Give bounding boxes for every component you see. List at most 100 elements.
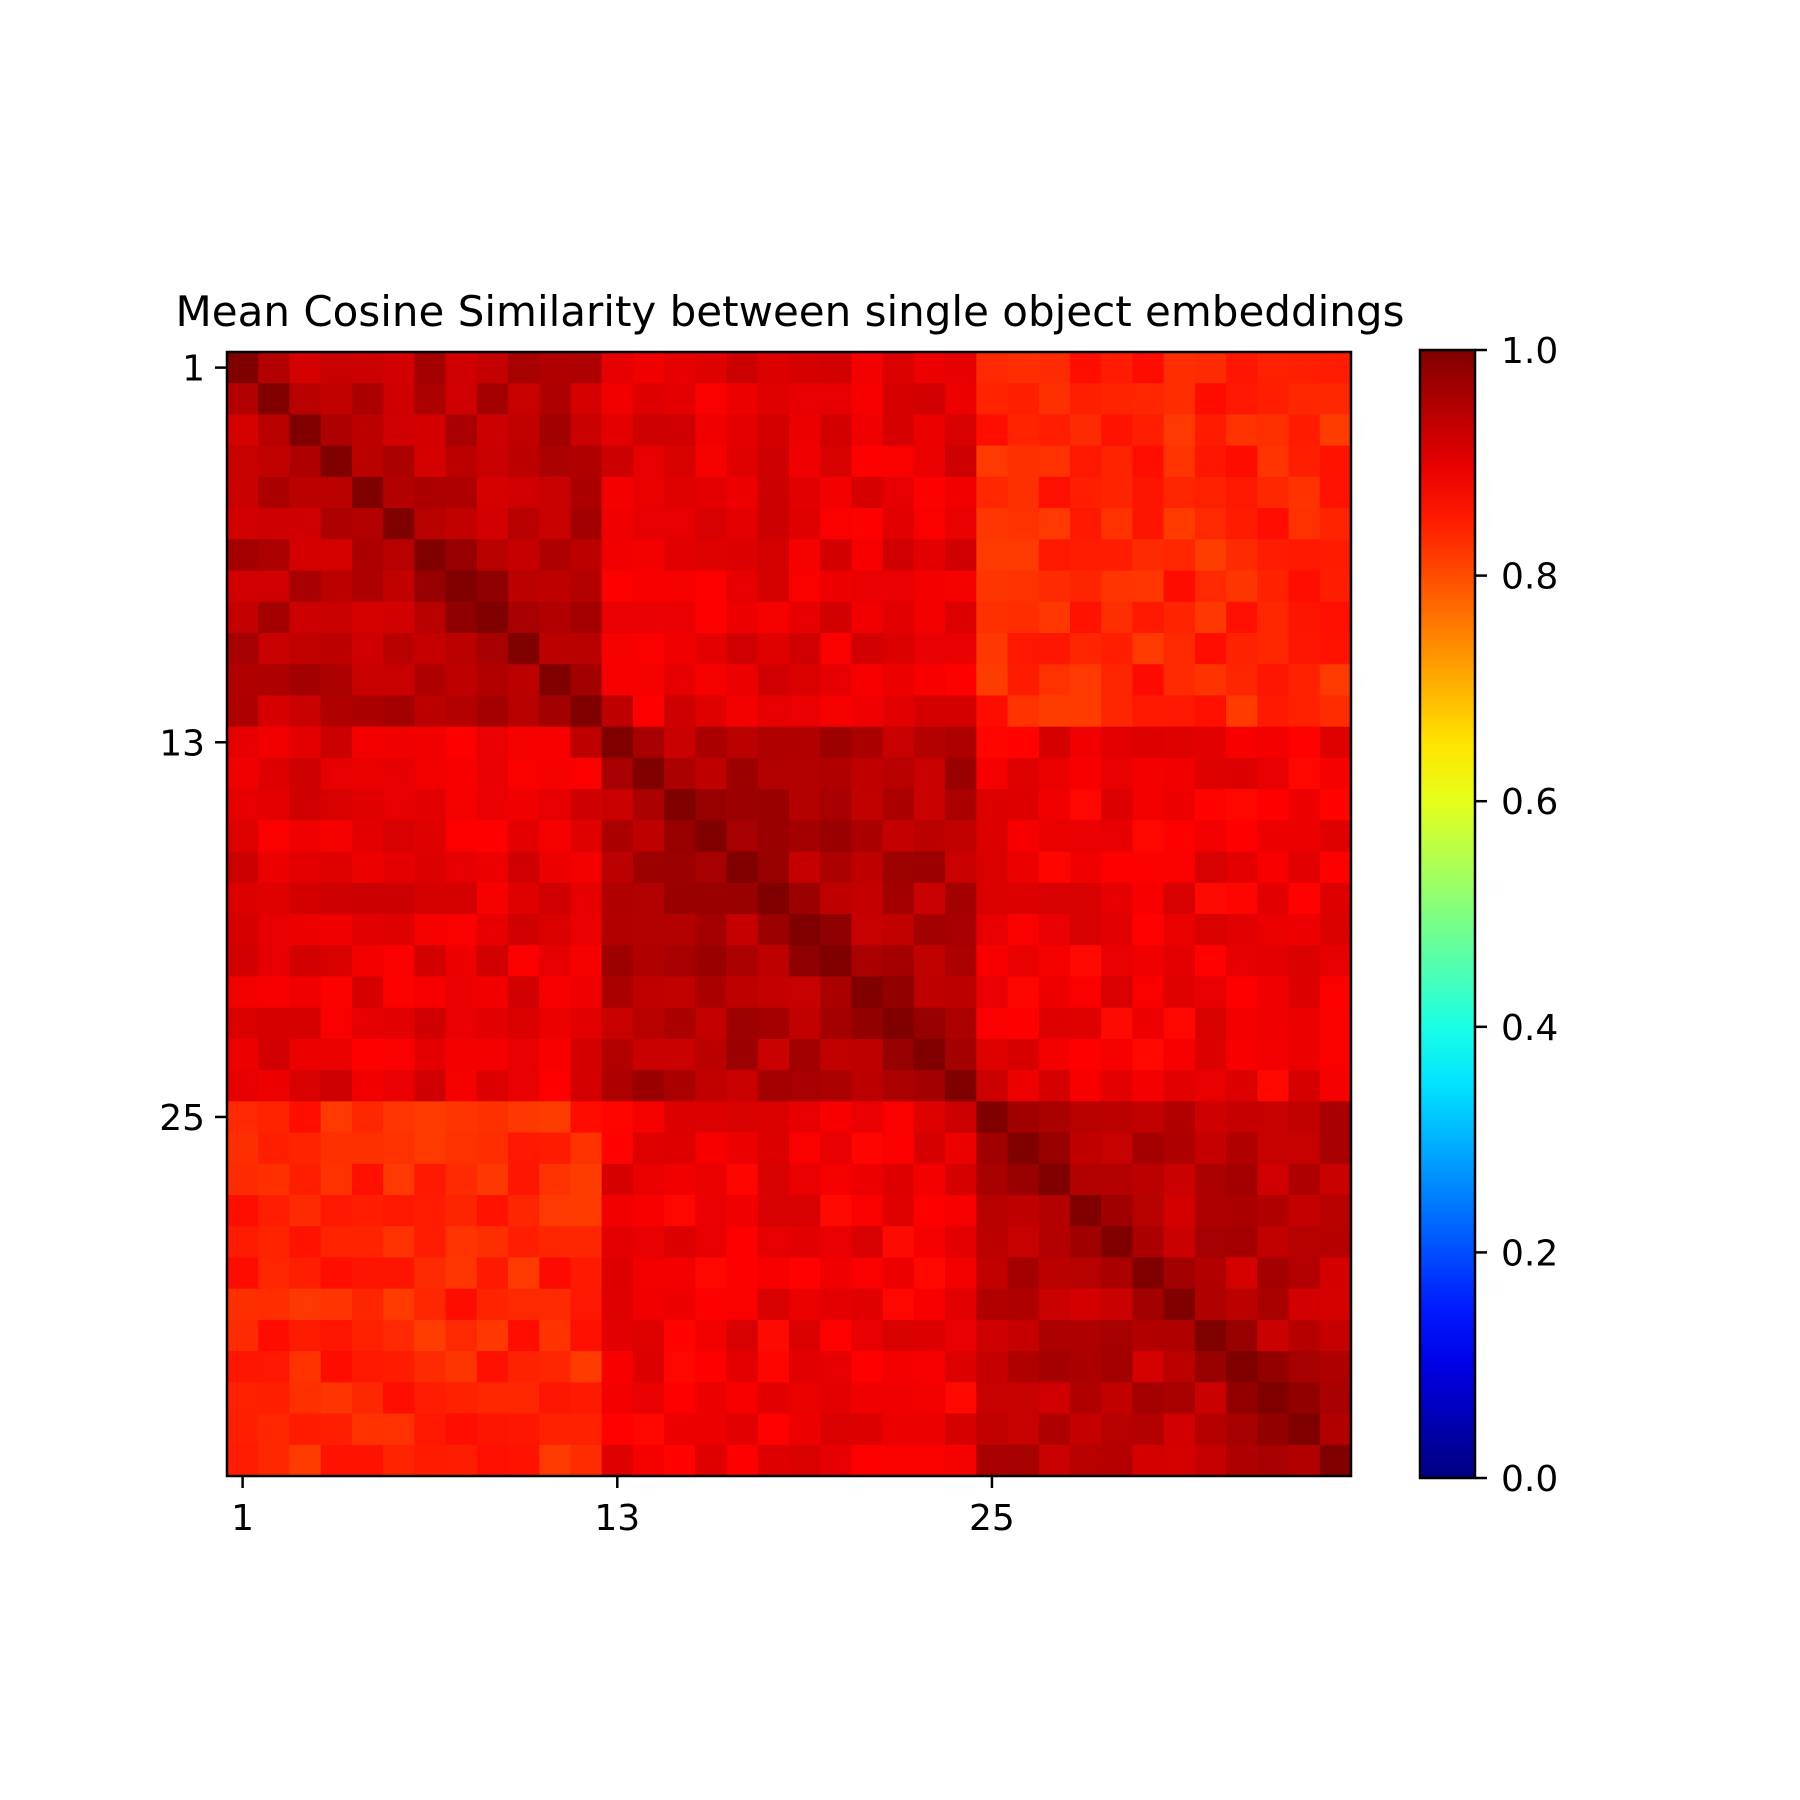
heatmap-cell [320, 976, 353, 1009]
heatmap-cell [320, 570, 353, 603]
heatmap-cell [1038, 1382, 1071, 1415]
heatmap-cell [414, 1101, 447, 1134]
heatmap-cell [789, 789, 821, 821]
heatmap-cell [383, 1351, 415, 1383]
heatmap-cell [539, 539, 572, 572]
heatmap-cell [1038, 1226, 1071, 1259]
heatmap-cell [820, 601, 853, 634]
heatmap-cell [227, 1319, 259, 1352]
heatmap-cell [476, 726, 509, 759]
heatmap-cell [258, 1195, 291, 1227]
heatmap-cell [882, 633, 915, 665]
heatmap-cell [882, 1413, 915, 1446]
heatmap-cell [882, 1038, 915, 1071]
heatmap-cell [632, 820, 665, 853]
heatmap-cell [414, 789, 447, 821]
heatmap-cell [320, 726, 353, 759]
heatmap-cell [726, 383, 759, 416]
heatmap-cell [976, 1038, 1009, 1071]
heatmap-cell [227, 1163, 259, 1196]
heatmap-cell [726, 1319, 759, 1352]
heatmap-cell [1132, 757, 1165, 790]
heatmap-cell [383, 1163, 415, 1196]
heatmap-cell [945, 570, 977, 603]
heatmap-cell [539, 352, 572, 384]
heatmap-cell [508, 1163, 540, 1196]
heatmap-cell [695, 1288, 728, 1321]
heatmap-cell [320, 1444, 353, 1477]
heatmap-cell [445, 570, 478, 603]
heatmap-cell [539, 1070, 572, 1102]
heatmap-cell [726, 476, 759, 509]
heatmap-cell [351, 945, 384, 978]
heatmap-cell [726, 1132, 759, 1165]
heatmap-cell [695, 882, 728, 915]
heatmap-cell [882, 1319, 915, 1352]
heatmap-cell [601, 1444, 634, 1477]
heatmap-cell [289, 914, 322, 946]
heatmap-cell [632, 976, 665, 1009]
heatmap-cell [664, 539, 696, 572]
heatmap-cell [601, 914, 634, 946]
heatmap-cell [1007, 664, 1040, 697]
heatmap-cell [258, 726, 291, 759]
heatmap-cell [1257, 1132, 1290, 1165]
heatmap-cell [570, 757, 603, 790]
heatmap-cell [476, 539, 509, 572]
heatmap-cell [1038, 1319, 1071, 1352]
heatmap-cell [289, 1351, 322, 1383]
heatmap-cell [570, 695, 603, 728]
heatmap-cell [976, 851, 1009, 884]
heatmap-cell [945, 1007, 977, 1040]
heatmap-cell [632, 1413, 665, 1446]
heatmap-cell [1038, 1413, 1071, 1446]
heatmap-cell [351, 633, 384, 665]
heatmap-cell [383, 945, 415, 978]
heatmap-cell [1007, 726, 1040, 759]
heatmap-cell [383, 1288, 415, 1321]
heatmap-cell [383, 664, 415, 697]
heatmap-cell [227, 633, 259, 665]
heatmap-cell [227, 820, 259, 853]
heatmap-cell [1132, 1101, 1165, 1134]
heatmap-cell [445, 352, 478, 384]
heatmap-cell [351, 914, 384, 946]
heatmap-cell [976, 882, 1009, 915]
heatmap-cell [726, 1038, 759, 1071]
heatmap-cell [1194, 476, 1227, 509]
heatmap-cell [1319, 945, 1352, 978]
heatmap-cell [1319, 414, 1352, 447]
heatmap-cell [1163, 1226, 1196, 1259]
heatmap-cell [258, 1257, 291, 1290]
heatmap-cell [976, 914, 1009, 946]
heatmap-cell [882, 539, 915, 572]
heatmap-cell [1194, 914, 1227, 946]
heatmap-cell [445, 976, 478, 1009]
heatmap-cell [1007, 633, 1040, 665]
heatmap-cell [820, 820, 853, 853]
heatmap-cell [851, 1444, 884, 1477]
heatmap-cell [632, 601, 665, 634]
heatmap-cell [539, 1257, 572, 1290]
heatmap-cell [726, 976, 759, 1009]
colorbar-tick-label: 0.6 [1501, 782, 1558, 823]
heatmap-cell [445, 383, 478, 416]
heatmap-cell [1288, 1351, 1321, 1383]
heatmap-cell [289, 1226, 322, 1259]
heatmap-cell [508, 414, 540, 447]
heatmap-cell [1038, 570, 1071, 603]
heatmap-cell [476, 914, 509, 946]
heatmap-cell [1101, 383, 1134, 416]
heatmap-cell [726, 882, 759, 915]
heatmap-cell [1226, 882, 1258, 915]
heatmap-cell [851, 1195, 884, 1227]
heatmap-cell [851, 508, 884, 540]
heatmap-cell [976, 1163, 1009, 1196]
heatmap-cell [945, 757, 977, 790]
heatmap-cell [695, 1195, 728, 1227]
heatmap-cell [1194, 539, 1227, 572]
heatmap-cell [227, 1444, 259, 1477]
heatmap-cell [695, 1226, 728, 1259]
heatmap-cell [632, 914, 665, 946]
heatmap-cell [945, 1038, 977, 1071]
